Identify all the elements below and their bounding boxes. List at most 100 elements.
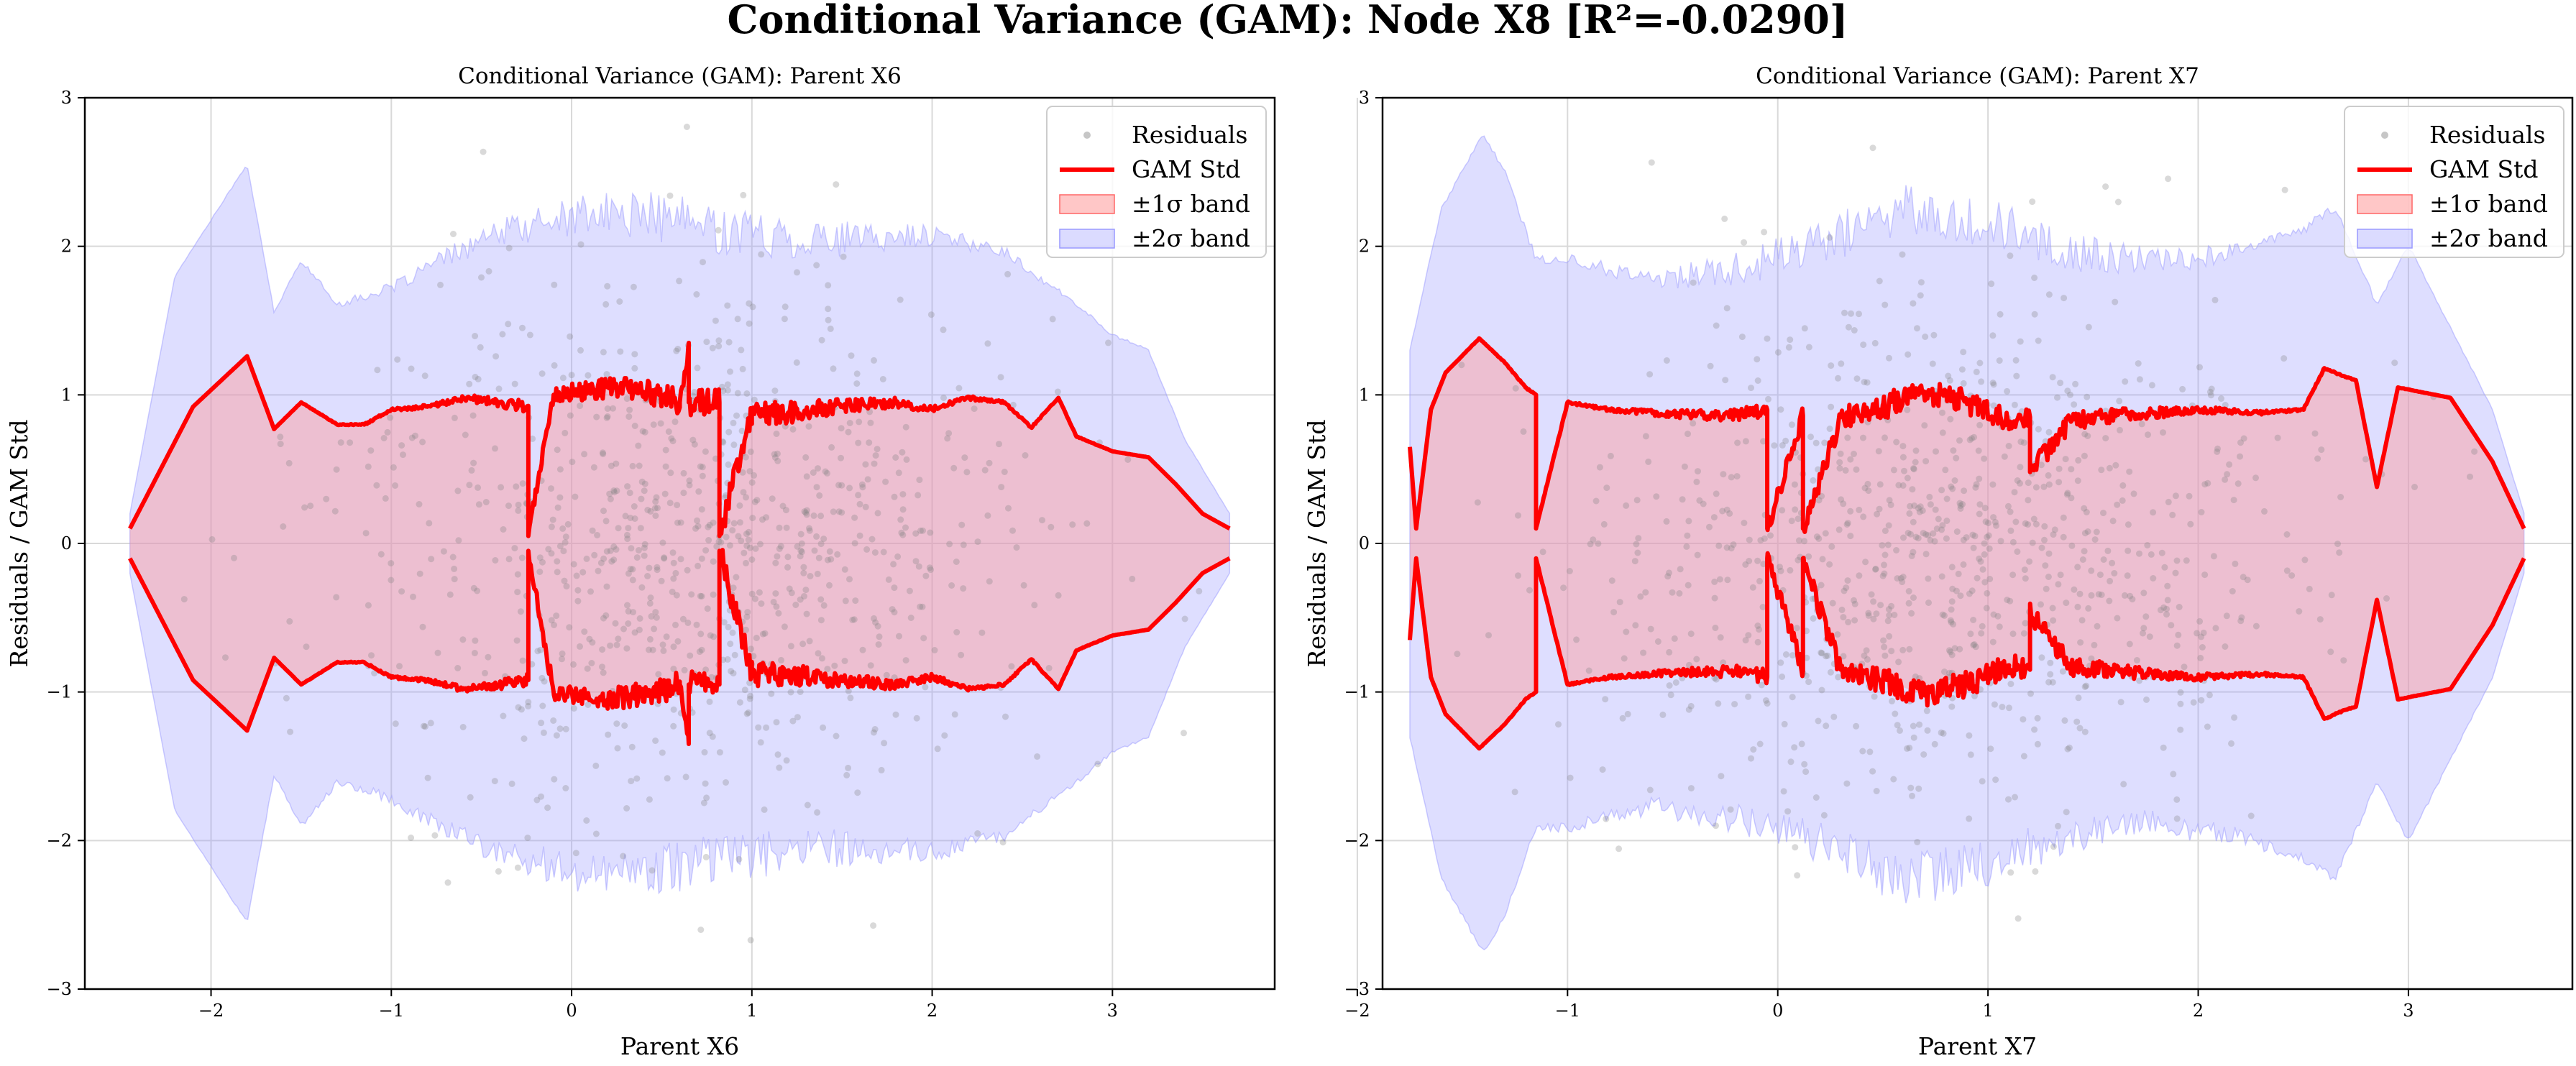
residual-point (577, 403, 584, 410)
residual-point (1711, 578, 1718, 585)
residual-point (388, 560, 395, 567)
residual-point (786, 585, 793, 592)
residual-point (759, 516, 766, 523)
residual-point (667, 469, 674, 477)
residual-point (917, 603, 924, 610)
residual-point (570, 705, 577, 712)
residual-point (606, 490, 613, 497)
residual-point (1851, 617, 1858, 624)
x-tick-label: −2 (1344, 1001, 1370, 1021)
residual-point (672, 569, 679, 576)
residual-point (614, 745, 621, 752)
residual-point (709, 344, 716, 351)
residual-point (1745, 632, 1752, 639)
residual-point (1905, 588, 1912, 594)
residual-point (1881, 434, 1888, 441)
residual-point (1623, 628, 1630, 635)
residual-point (1764, 335, 1771, 342)
residual-point (1982, 518, 1989, 525)
residual-point (1889, 697, 1895, 704)
residual-point (1894, 722, 1901, 729)
residual-point (1687, 630, 1695, 638)
residual-point (730, 419, 737, 426)
residual-point (781, 303, 789, 311)
residual-point (2068, 466, 2075, 473)
residual-point (500, 712, 507, 720)
residual-point (1781, 720, 1788, 727)
residual-point (670, 643, 677, 651)
residual-point (519, 324, 526, 331)
residual-point (1826, 426, 1833, 432)
residual-point (2173, 642, 2181, 649)
residual-point (599, 663, 605, 671)
residual-point (735, 855, 743, 863)
residual-point (1672, 679, 1679, 686)
residual-point (915, 492, 922, 499)
residual-point (889, 606, 896, 613)
residual-point (1960, 349, 1967, 356)
residual-point (851, 616, 858, 623)
residual-point (2066, 744, 2073, 751)
residual-point (2237, 617, 2245, 625)
residual-point (419, 438, 426, 446)
residual-point (1815, 717, 1822, 725)
residual-point (508, 780, 515, 787)
residual-point (1893, 547, 1900, 553)
residual-point (2109, 518, 2117, 525)
residual-point (597, 559, 605, 566)
residual-point (1749, 584, 1756, 591)
residual-point (984, 340, 991, 347)
residual-point (803, 473, 810, 480)
residual-point (960, 585, 967, 592)
residual-point (2034, 740, 2041, 748)
residual-point (944, 435, 951, 442)
residual-point (727, 640, 734, 648)
residual-point (855, 492, 862, 499)
residual-point (562, 533, 569, 541)
residual-point (792, 602, 799, 608)
residual-point (2177, 689, 2184, 696)
residual-point (797, 530, 805, 538)
residual-point (416, 501, 423, 507)
residual-point (693, 291, 700, 298)
residual-point (1599, 766, 1606, 773)
residual-point (815, 554, 822, 561)
residual-point (1981, 540, 1988, 547)
residual-point (2201, 481, 2209, 488)
residual-point (600, 451, 607, 458)
residual-point (638, 478, 646, 485)
residual-point (1031, 602, 1038, 609)
residual-point (2362, 456, 2369, 463)
residual-point (505, 556, 513, 563)
residual-point (2031, 275, 2038, 281)
residual-point (797, 553, 804, 560)
residual-point (843, 771, 851, 778)
residual-point (1908, 553, 1915, 559)
residual-point (1843, 521, 1851, 528)
residual-point (1899, 579, 1906, 586)
residual-point (1792, 506, 1799, 513)
residual-point (864, 476, 871, 483)
residual-point (1694, 551, 1701, 559)
residual-point (746, 468, 753, 475)
residual-point (1841, 587, 1848, 594)
residual-point (745, 709, 752, 716)
residual-point (1943, 518, 1951, 524)
residual-point (1713, 490, 1720, 497)
residual-point (1663, 357, 1670, 364)
residual-point (2158, 549, 2165, 556)
residual-point (559, 375, 567, 382)
x-tick-label: −1 (1555, 1001, 1580, 1021)
residual-point (789, 426, 797, 433)
residual-point (1745, 693, 1752, 700)
residual-point (2411, 484, 2418, 490)
residual-point (583, 555, 590, 562)
residual-point (1976, 421, 1984, 428)
residual-point (1724, 576, 1731, 584)
residual-point (1728, 545, 1735, 552)
residual-point (787, 643, 794, 650)
residual-point (1761, 229, 1768, 236)
residual-point (845, 687, 852, 694)
residual-point (633, 775, 641, 782)
residual-point (856, 500, 863, 507)
